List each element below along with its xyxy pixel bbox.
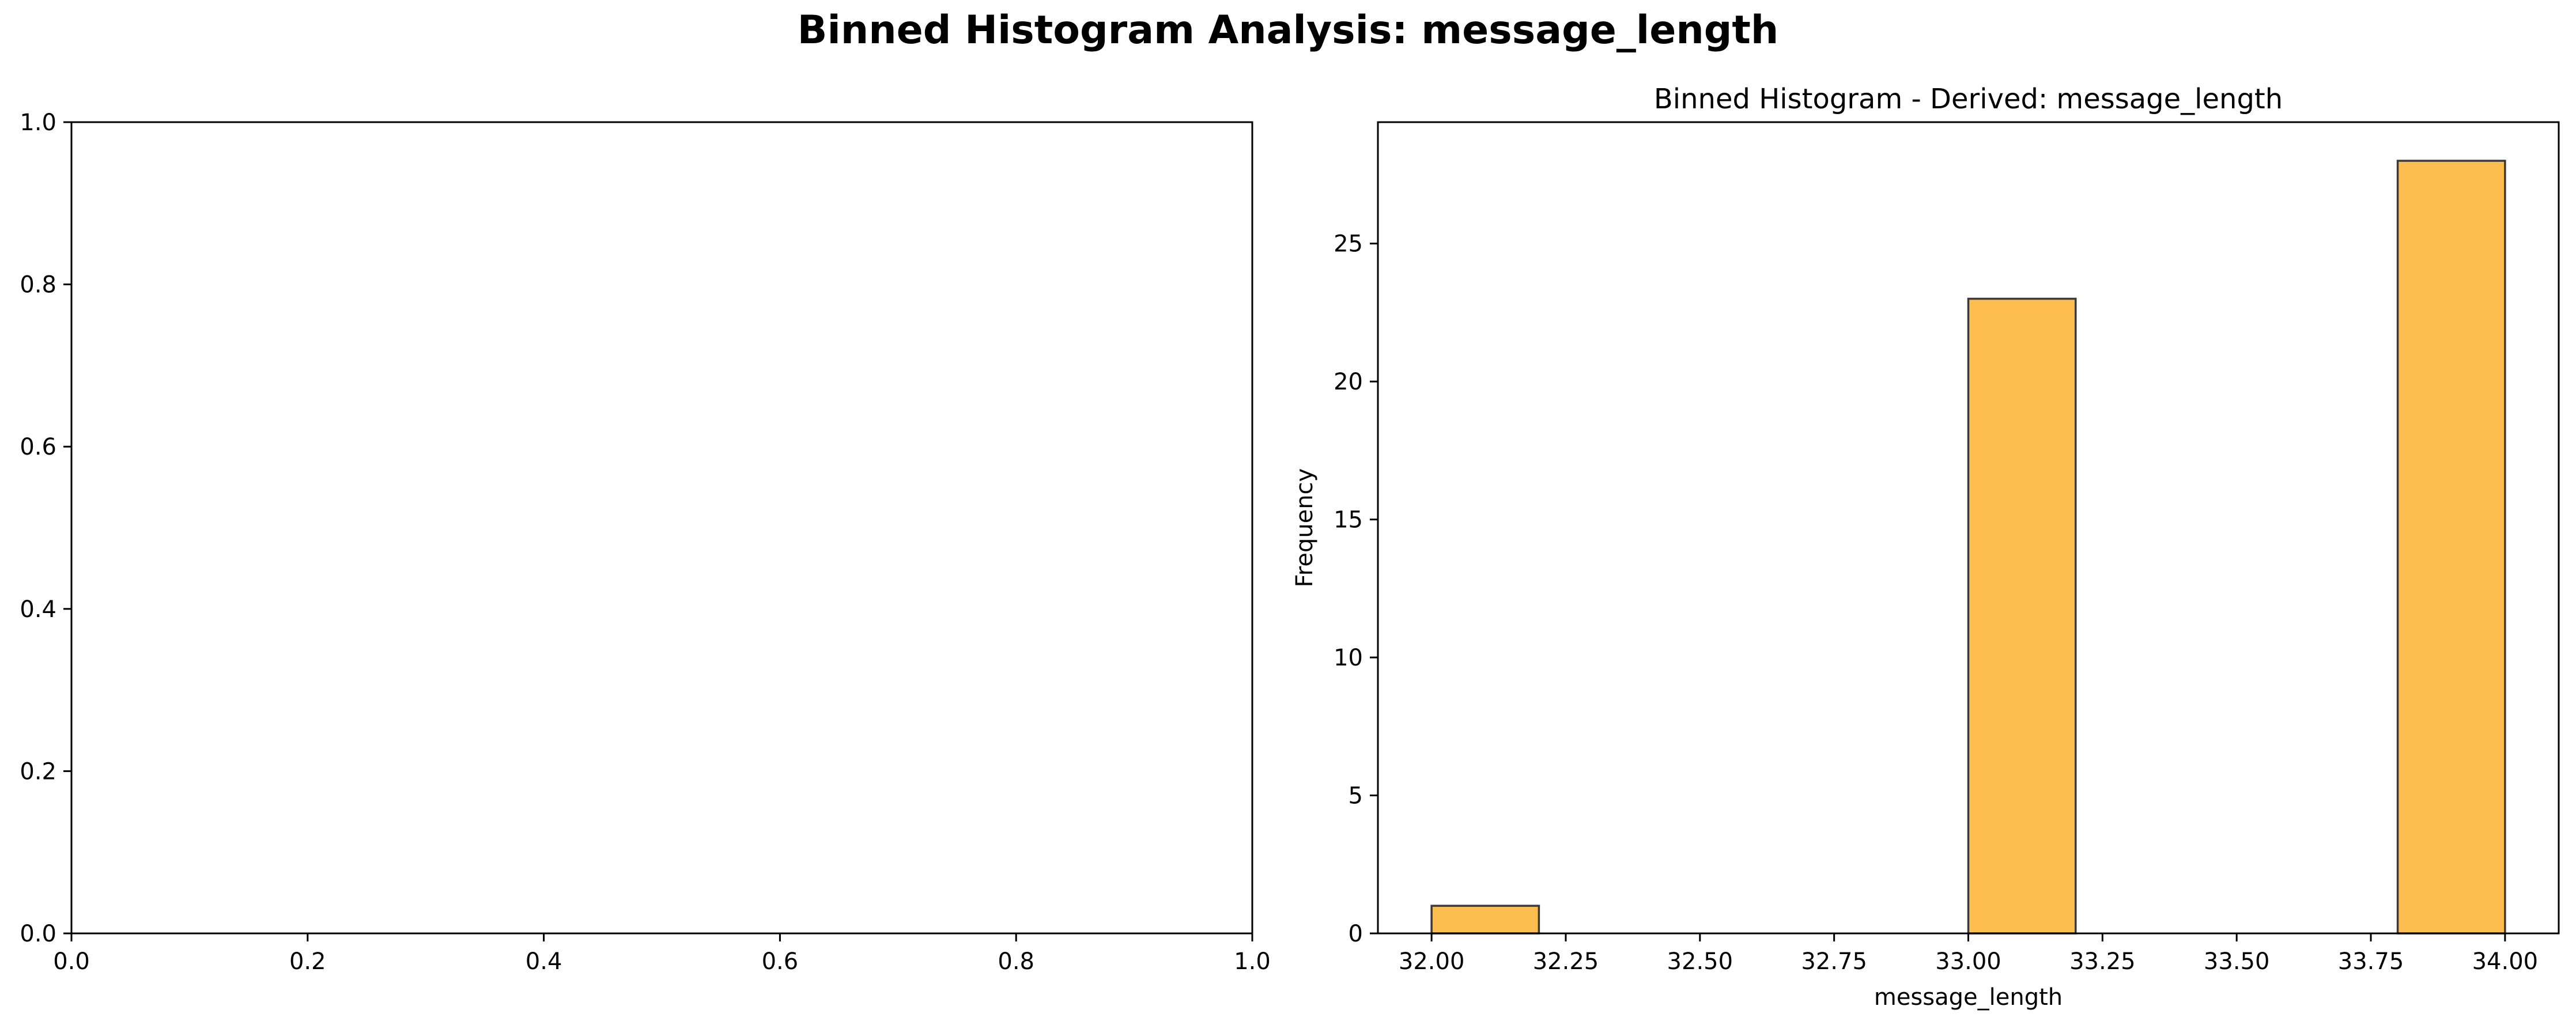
x-tick-label: 34.00 <box>2472 948 2539 975</box>
x-tick-label: 33.75 <box>2338 948 2404 975</box>
x-tick-label: 0.0 <box>53 948 90 975</box>
y-tick-label: 25 <box>1334 231 1363 258</box>
x-tick-label: 0.6 <box>762 948 799 975</box>
y-tick-label: 0.2 <box>20 758 56 785</box>
x-tick-label: 32.50 <box>1667 948 1733 975</box>
x-tick-label: 1.0 <box>1234 948 1271 975</box>
y-tick-label: 1.0 <box>20 109 56 136</box>
axes-title: Binned Histogram - Derived: message_leng… <box>1654 83 2283 115</box>
y-tick-label: 0.4 <box>20 596 56 623</box>
right-histogram-axes: 32.00 32.25 32.50 32.75 33.00 33.25 33.50 33.75… <box>1291 83 2560 1011</box>
x-tick-label: 33.50 <box>2204 948 2270 975</box>
x-axis-label: message_length <box>1874 984 2063 1011</box>
y-tick-label: 0 <box>1349 921 1363 947</box>
y-tick-label: 0.6 <box>20 434 56 460</box>
y-tick-label: 10 <box>1334 645 1363 671</box>
left-axes: 0.0 0.2 0.4 0.6 0.8 1.0 0.0 0.2 0.4 0.6 0.8 1.0 <box>20 109 1270 975</box>
y-tick-label: 15 <box>1334 507 1363 534</box>
x-tick-label: 0.2 <box>289 948 326 975</box>
x-tick-label: 33.25 <box>2069 948 2136 975</box>
left-axes-frame <box>70 121 1253 935</box>
x-tick-label: 0.4 <box>526 948 562 975</box>
figure-title: Binned Histogram Analysis: message_lengt… <box>798 7 1779 53</box>
x-tick-label: 32.25 <box>1533 948 1599 975</box>
y-tick-label: 20 <box>1334 369 1363 395</box>
y-tick-label: 0.0 <box>20 921 56 947</box>
histogram-bar <box>2396 160 2506 935</box>
histogram-bar <box>1967 297 2077 935</box>
x-tick-label: 0.8 <box>998 948 1034 975</box>
x-tick-label: 33.00 <box>1935 948 2001 975</box>
y-tick-label: 0.8 <box>20 272 56 298</box>
y-axis-label: Frequency <box>1291 468 1318 588</box>
x-tick-label: 32.75 <box>1801 948 1867 975</box>
x-tick-label: 32.00 <box>1399 948 1465 975</box>
histogram-bar <box>1430 905 1540 935</box>
y-tick-label: 5 <box>1349 783 1363 810</box>
